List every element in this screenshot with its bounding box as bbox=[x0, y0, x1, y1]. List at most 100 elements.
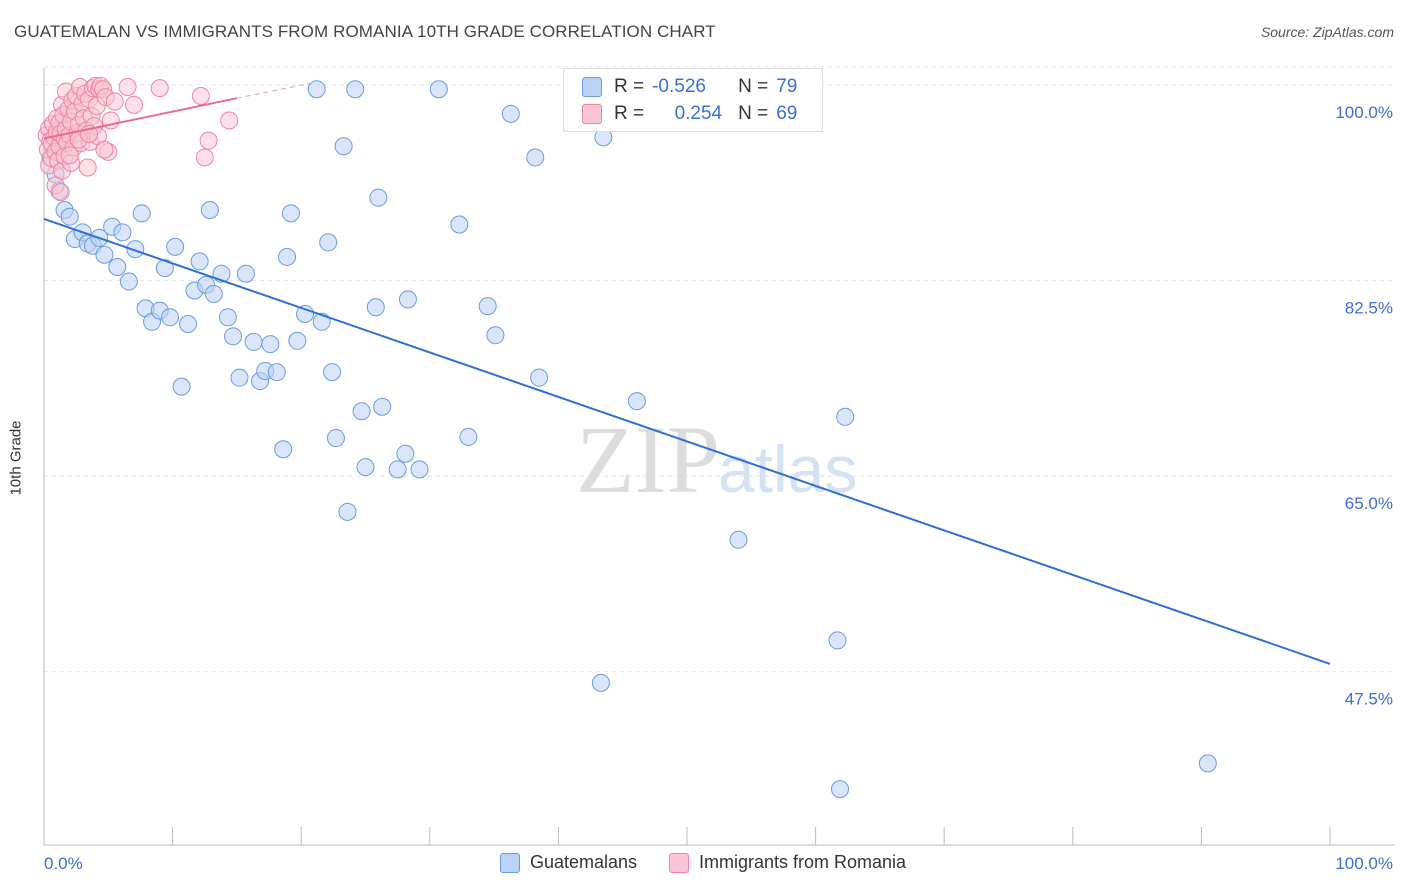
guatemalan-point bbox=[60, 207, 79, 226]
watermark-zip: ZIP bbox=[576, 406, 720, 513]
y-tick-label: 47.5% bbox=[1345, 690, 1393, 709]
legend-r-value-romania: 0.254 bbox=[674, 103, 723, 124]
guatemalan-point bbox=[366, 298, 385, 317]
bottom-legend-label-guatemalans: Guatemalans bbox=[529, 852, 637, 872]
romania-trend-extension bbox=[236, 82, 315, 99]
legend-r-label: R = bbox=[614, 103, 645, 124]
romania-point bbox=[60, 146, 79, 165]
guatemalan-point bbox=[501, 104, 520, 123]
guatemalan-point bbox=[486, 326, 505, 345]
guatemalan-point bbox=[526, 148, 545, 167]
guatemalan-point bbox=[166, 237, 185, 256]
legend-swatch-romania bbox=[582, 104, 602, 124]
guatemalan-point bbox=[95, 245, 114, 264]
guatemalan-point bbox=[155, 259, 174, 278]
guatemalan-point bbox=[828, 631, 847, 650]
y-tick-label: 65.0% bbox=[1345, 494, 1393, 513]
guatemalan-point bbox=[319, 233, 338, 252]
grid-layer bbox=[44, 66, 1395, 673]
guatemalan-point bbox=[278, 247, 297, 266]
guatemalan-point bbox=[244, 332, 263, 351]
guatemalan-point bbox=[334, 137, 353, 156]
romania-trend-line bbox=[43, 97, 238, 140]
guatemalan-point bbox=[729, 530, 748, 549]
romania-point bbox=[51, 183, 70, 202]
guatemalan-point bbox=[113, 223, 132, 242]
guatemalan-point bbox=[261, 335, 280, 354]
legend-r-label: R = bbox=[614, 76, 645, 97]
guatemalan-point bbox=[459, 427, 478, 446]
romania-point bbox=[220, 111, 239, 130]
guatemalan-point bbox=[218, 308, 237, 327]
bottom-legend-swatch-guatemalans bbox=[499, 852, 520, 873]
source-label: Source: ZipAtlas.com bbox=[1260, 24, 1394, 40]
romania-point bbox=[191, 86, 210, 105]
guatemalan-point bbox=[373, 397, 392, 416]
tick-labels: 47.5% 65.0% 82.5% 100.0% 0.0% 100.0% bbox=[44, 103, 1393, 873]
guatemalan-point bbox=[179, 315, 198, 334]
legend-n-label: N = bbox=[738, 103, 769, 124]
guatemalan-point bbox=[288, 331, 307, 350]
guatemalan-point bbox=[352, 402, 371, 421]
legend-row-romania: R = 0.254 N = 69 bbox=[582, 102, 797, 126]
romania-point bbox=[95, 140, 114, 159]
chart-title: GUATEMALAN VS IMMIGRANTS FROM ROMANIA 10… bbox=[14, 22, 716, 41]
guatemalan-point bbox=[396, 444, 415, 463]
bottom-legend: Guatemalans Immigrants from Romania bbox=[0, 852, 1406, 873]
bottom-legend-romania[interactable]: Immigrants from Romania bbox=[669, 852, 906, 873]
romania-point bbox=[150, 79, 169, 98]
bottom-legend-guatemalans[interactable]: Guatemalans bbox=[499, 852, 637, 873]
guatemalan-point bbox=[369, 188, 388, 207]
romania-point bbox=[118, 78, 137, 97]
guatemalan-point bbox=[338, 502, 357, 521]
guatemalan-point bbox=[388, 460, 407, 479]
bottom-legend-swatch-romania bbox=[669, 852, 689, 873]
guatemalan-point bbox=[230, 368, 249, 387]
guatemalan-point bbox=[161, 308, 180, 327]
correlation-legend: R = -0.526 N = 79 R = 0.254 N = 69 bbox=[563, 68, 823, 132]
guatemalan-point bbox=[236, 264, 255, 283]
guatemalan-point bbox=[478, 297, 497, 316]
guatemalan-point bbox=[530, 368, 549, 387]
guatemalan-point bbox=[126, 240, 145, 259]
guatemalan-point bbox=[307, 80, 326, 99]
bottom-legend-label-romania: Immigrants from Romania bbox=[699, 852, 907, 872]
guatemalan-point bbox=[132, 204, 151, 223]
legend-swatch-guatemalans bbox=[582, 77, 602, 97]
guatemalan-point bbox=[429, 80, 448, 99]
guatemalan-point bbox=[398, 290, 417, 309]
romania-point bbox=[199, 131, 218, 150]
guatemalan-point bbox=[224, 327, 243, 346]
guatemalan-point bbox=[119, 272, 138, 291]
guatemalan-point bbox=[281, 204, 300, 223]
guatemalan-point bbox=[356, 458, 375, 477]
romania-point bbox=[125, 95, 144, 114]
guatemalan-point bbox=[1198, 754, 1217, 773]
legend-r-value-guatemalans: -0.526 bbox=[652, 76, 706, 97]
guatemalan-point bbox=[172, 377, 191, 396]
legend-n-value-romania: 69 bbox=[776, 103, 798, 124]
legend-n-label: N = bbox=[738, 76, 769, 97]
trend-lines bbox=[43, 82, 1331, 665]
guatemalan-point bbox=[326, 429, 345, 448]
guatemalan-point bbox=[267, 363, 286, 382]
guatemalan-point bbox=[346, 80, 365, 99]
y-tick-label: 100.0% bbox=[1335, 103, 1393, 122]
romania-points bbox=[37, 76, 239, 202]
guatemalan-point bbox=[831, 780, 850, 799]
x-tick-label-max: 100.0% bbox=[1335, 854, 1393, 873]
guatemalan-point bbox=[836, 407, 855, 426]
legend-n-value-guatemalans: 79 bbox=[776, 76, 798, 97]
guatemalan-point bbox=[108, 258, 127, 277]
x-tick-label-min: 0.0% bbox=[44, 854, 83, 873]
romania-point bbox=[105, 92, 124, 111]
guatemalan-point bbox=[274, 440, 293, 459]
legend-row-guatemalans: R = -0.526 N = 79 bbox=[582, 75, 797, 99]
guatemalan-point bbox=[450, 215, 469, 234]
guatemalan-point bbox=[591, 673, 610, 692]
y-tick-label: 82.5% bbox=[1345, 298, 1393, 317]
guatemalan-point bbox=[204, 284, 223, 303]
guatemalans-trend-line bbox=[43, 217, 1331, 665]
axis-layer bbox=[43, 68, 1395, 846]
